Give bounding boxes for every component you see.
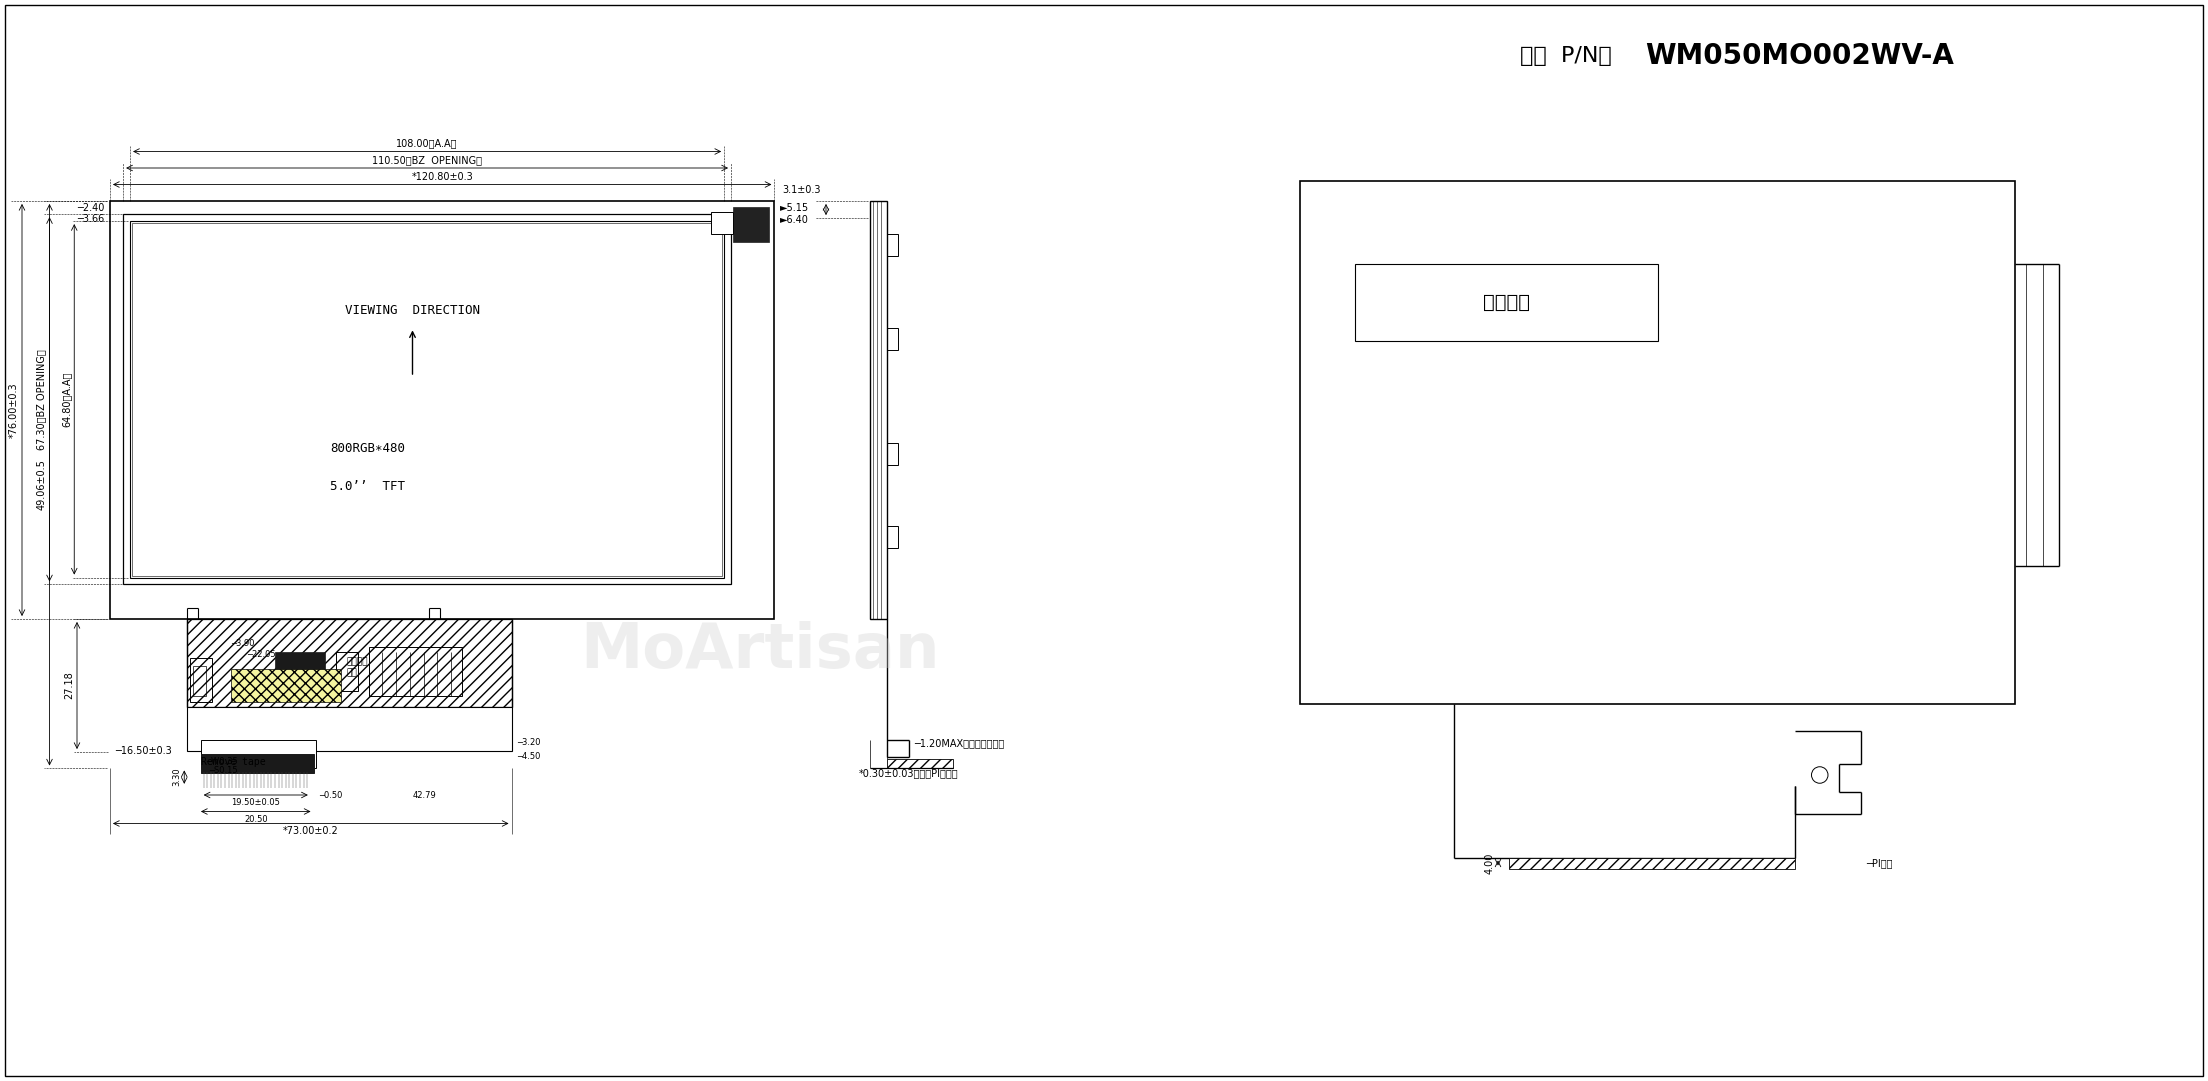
Bar [888, 759, 954, 768]
Bar [232, 668, 340, 702]
Text: ─W0.35: ─W0.35 [205, 758, 238, 766]
Text: ─2.40: ─2.40 [77, 202, 104, 213]
Text: 108.00（A.A）: 108.00（A.A） [397, 138, 457, 148]
Text: VIEWING  DIRECTION: VIEWING DIRECTION [344, 305, 479, 318]
Text: 42.79: 42.79 [413, 790, 437, 800]
Text: 20.50: 20.50 [243, 814, 267, 824]
Bar [130, 222, 724, 577]
Bar [132, 223, 722, 576]
Text: ►5.15: ►5.15 [779, 202, 808, 213]
Text: 27.18: 27.18 [64, 671, 75, 699]
Text: *73.00±0.2: *73.00±0.2 [283, 827, 338, 837]
Text: 3.1±0.3: 3.1±0.3 [782, 185, 821, 195]
Text: 4.00: 4.00 [1486, 852, 1495, 873]
Bar [711, 212, 733, 233]
Text: *76.00±0.3: *76.00±0.3 [9, 383, 20, 438]
Text: 800RGB∗480: 800RGB∗480 [329, 442, 404, 455]
Bar [1356, 264, 1658, 341]
Bar [124, 214, 731, 585]
Text: ─4.50: ─4.50 [517, 752, 541, 761]
Bar [870, 201, 888, 619]
Bar [192, 666, 205, 696]
Bar [201, 740, 316, 768]
Text: Remove tape: Remove tape [201, 757, 265, 768]
Text: ─PI补强: ─PI补强 [1866, 858, 1892, 868]
Text: ─3.90: ─3.90 [232, 639, 254, 649]
Text: 黄色绝缘
胶带: 黄色绝缘 胶带 [347, 657, 369, 677]
Text: ─3.20: ─3.20 [517, 738, 541, 747]
Text: *120.80±0.3: *120.80±0.3 [411, 172, 473, 182]
Text: ─1.20MAX（元件区高度）: ─1.20MAX（元件区高度） [914, 737, 1005, 748]
Text: WM050MO002WV-A: WM050MO002WV-A [1645, 42, 1954, 70]
Bar [888, 233, 899, 256]
Text: ─16.50±0.3: ─16.50±0.3 [115, 746, 172, 756]
Text: ─0.50: ─0.50 [318, 790, 342, 800]
Bar [201, 753, 314, 773]
Bar [110, 201, 775, 619]
Bar [336, 652, 358, 691]
Text: 49.06±0.5: 49.06±0.5 [38, 459, 46, 510]
Bar [888, 525, 899, 547]
Bar [1508, 857, 1795, 868]
Text: MoArtisan: MoArtisan [581, 620, 941, 681]
Bar [188, 707, 512, 751]
Bar [188, 619, 512, 707]
Text: 67.30（BZ OPENING）: 67.30（BZ OPENING） [38, 349, 46, 450]
Bar [733, 206, 768, 242]
Text: 3.30: 3.30 [172, 768, 181, 787]
Text: *0.30±0.03（包括PI补强）: *0.30±0.03（包括PI补强） [859, 768, 958, 778]
Bar [276, 652, 325, 691]
Text: ─3.66: ─3.66 [77, 214, 104, 224]
Bar [1301, 181, 2016, 704]
Text: 产品型号: 产品型号 [1484, 293, 1530, 311]
Text: 型号  P/N：: 型号 P/N： [1519, 46, 1612, 66]
Text: 19.50±0.05: 19.50±0.05 [232, 798, 280, 808]
Text: ─S0.15: ─S0.15 [210, 765, 238, 775]
Bar [190, 657, 212, 702]
Text: ►6.40: ►6.40 [779, 215, 808, 225]
Bar [888, 328, 899, 349]
Bar [888, 443, 899, 465]
Text: ─22.05: ─22.05 [247, 651, 276, 659]
Text: 110.50（BZ  OPENING）: 110.50（BZ OPENING） [373, 155, 481, 165]
Text: 64.80（A.A）: 64.80（A.A） [62, 372, 71, 427]
Bar [369, 646, 461, 696]
Text: 5.0’’  TFT: 5.0’’ TFT [329, 480, 404, 494]
